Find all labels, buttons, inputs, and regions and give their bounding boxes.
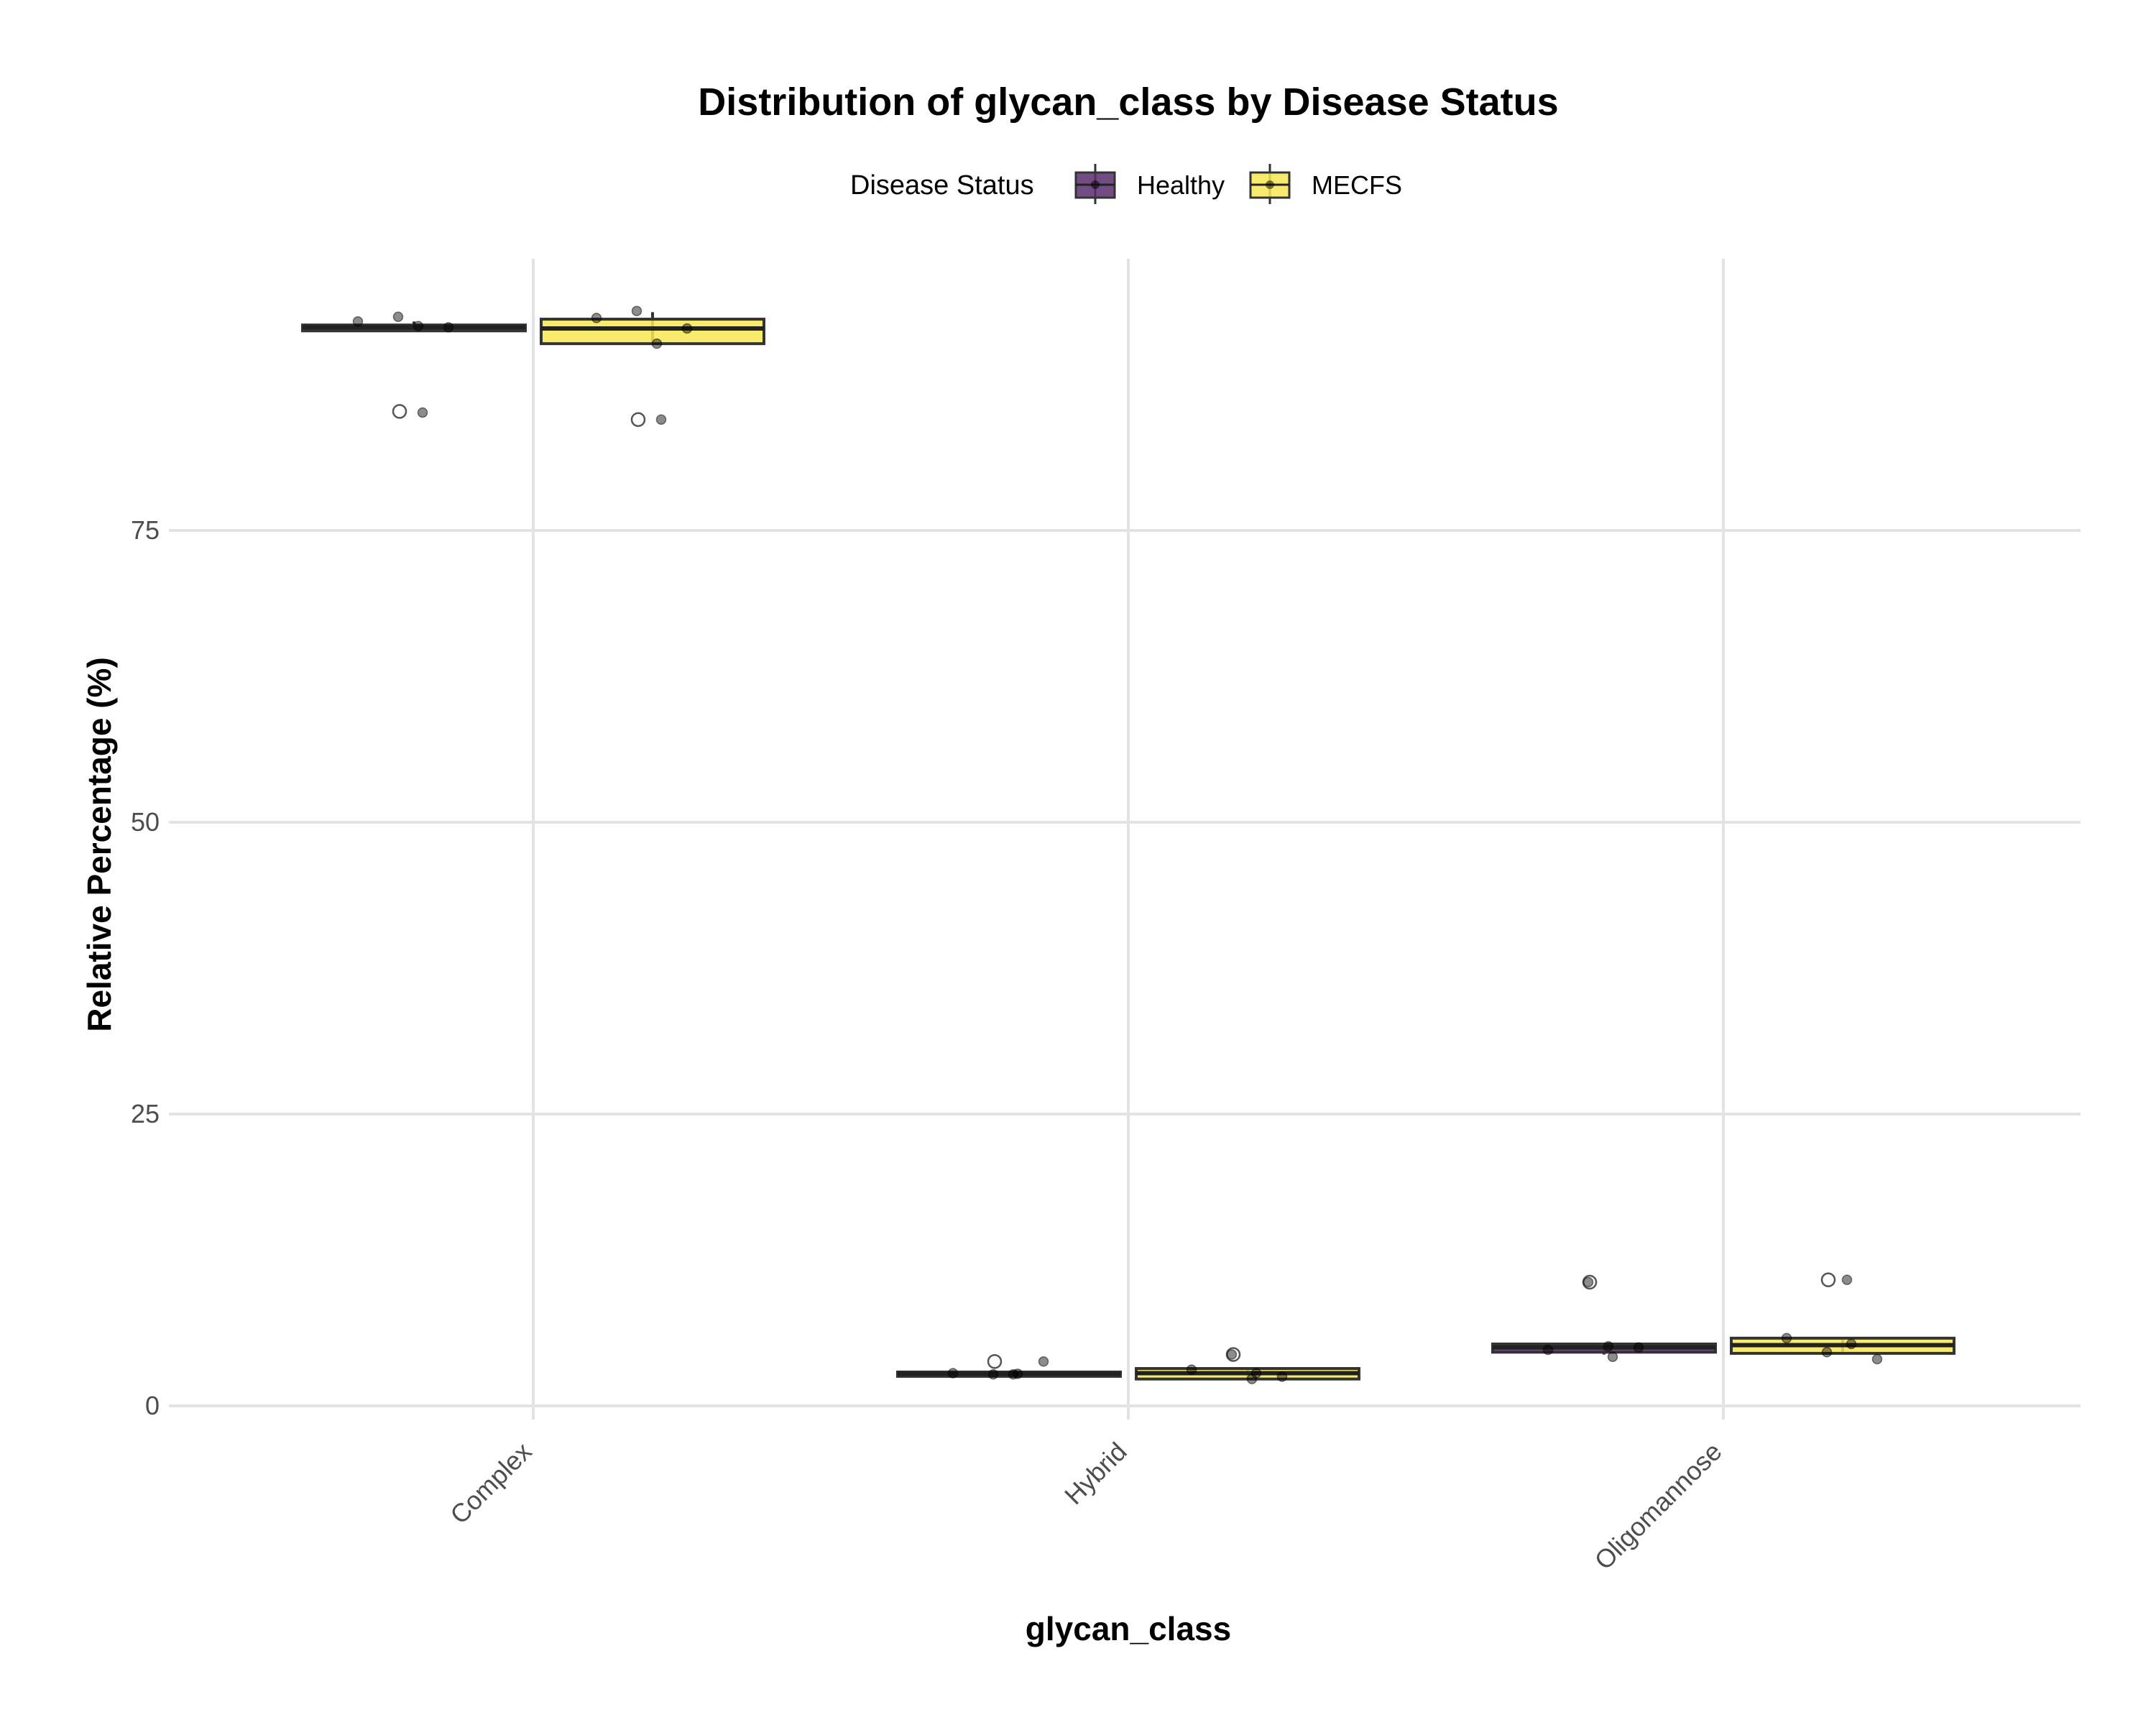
outlier-healthy-complex [392, 404, 407, 419]
data-point-mecfs-complex [591, 313, 602, 323]
grid-layer [169, 259, 2081, 1420]
data-point-healthy-hybrid [1038, 1356, 1049, 1367]
data-point-healthy-complex [413, 321, 424, 332]
box-mecfs-complex [540, 318, 765, 346]
x-tick-label-oligomannose: Oligomannose [1589, 1437, 1728, 1576]
data-point-mecfs-hybrid [1226, 1349, 1238, 1360]
y-tick-label-75: 75 [131, 515, 160, 545]
legend-key-healthy [1074, 164, 1116, 204]
data-point-healthy-complex [443, 322, 454, 333]
data-point-mecfs-oligomannose [1821, 1347, 1833, 1358]
data-point-healthy-hybrid [947, 1368, 959, 1379]
x-axis-title: glycan_class [1026, 1610, 1231, 1647]
chart-title: Distribution of glycan_class by Disease … [698, 80, 1558, 124]
data-point-mecfs-hybrid [1276, 1371, 1288, 1382]
box-group-healthy-complex [301, 321, 527, 419]
axis-layer: 0 25 50 75 Complex Hybrid Oligomannose [131, 515, 1728, 1576]
data-point-healthy-complex [352, 316, 364, 327]
legend-point-mecfs [1266, 180, 1274, 189]
point-layer [352, 305, 1883, 1384]
data-point-mecfs-complex [655, 414, 667, 425]
outlier-mecfs-oligomannose [1820, 1272, 1836, 1287]
data-point-mecfs-oligomannose [1871, 1353, 1883, 1365]
outlier-mecfs-complex [630, 412, 646, 427]
data-point-healthy-hybrid [1012, 1368, 1023, 1379]
box-group-mecfs-oligomannose [1730, 1272, 1955, 1355]
data-point-healthy-oligomannose [1633, 1342, 1644, 1353]
y-tick-label-25: 25 [131, 1099, 160, 1128]
data-point-healthy-complex [417, 407, 428, 418]
data-point-mecfs-oligomannose [1846, 1338, 1857, 1350]
data-point-mecfs-oligomannose [1841, 1274, 1853, 1285]
data-point-healthy-oligomannose [1583, 1276, 1594, 1288]
legend-label-healthy: Healthy [1137, 170, 1225, 200]
data-point-healthy-complex [392, 311, 404, 323]
data-point-mecfs-hybrid [1250, 1368, 1262, 1379]
x-tick-label-complex: Complex [444, 1437, 537, 1530]
y-tick-label-0: 0 [145, 1391, 160, 1420]
legend-label-mecfs: MECFS [1312, 170, 1402, 200]
y-axis-title: Relative Percentage (%) [80, 657, 118, 1032]
data-point-healthy-oligomannose [1607, 1351, 1618, 1363]
legend-point-healthy [1091, 180, 1100, 189]
outlier-healthy-hybrid [987, 1354, 1003, 1369]
legend: Disease Status Healthy MECFS [850, 164, 1402, 204]
data-point-healthy-oligomannose [1603, 1340, 1614, 1352]
legend-key-mecfs [1249, 164, 1291, 204]
legend-title: Disease Status [850, 170, 1034, 201]
y-tick-label-50: 50 [131, 807, 160, 837]
data-point-mecfs-complex [651, 338, 663, 349]
box-group-healthy-oligomannose [1491, 1274, 1717, 1355]
box-group-mecfs-complex [540, 312, 765, 427]
data-point-mecfs-complex [681, 323, 693, 334]
data-point-healthy-oligomannose [1542, 1344, 1554, 1356]
box-group-mecfs-hybrid [1135, 1347, 1360, 1381]
data-point-mecfs-complex [631, 305, 642, 316]
data-point-mecfs-oligomannose [1781, 1333, 1792, 1344]
data-point-healthy-hybrid [987, 1368, 999, 1380]
x-tick-label-hybrid: Hybrid [1059, 1437, 1133, 1511]
data-point-mecfs-hybrid [1186, 1364, 1197, 1375]
